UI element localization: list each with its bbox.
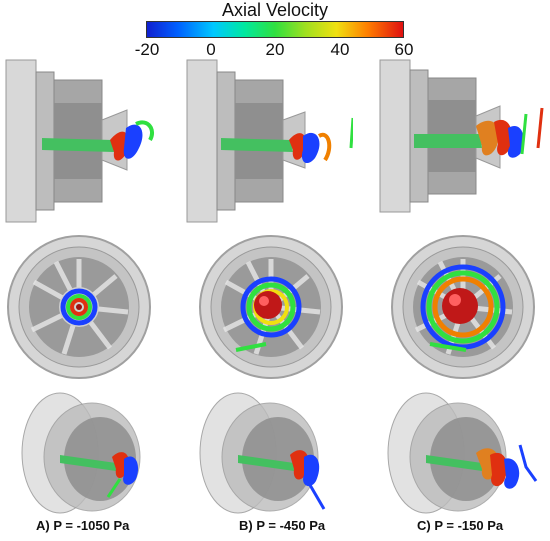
side-view-c	[379, 59, 544, 213]
colorbar-tick: -20	[134, 40, 160, 59]
colorbar	[146, 21, 404, 38]
iso-view-a	[21, 392, 141, 514]
caption-b: B) P = -450 Pa	[239, 518, 326, 533]
side-view-a	[5, 59, 155, 223]
front-view-b	[199, 235, 343, 379]
front-view-a	[7, 235, 151, 379]
front-view-c	[391, 235, 535, 379]
colorbar-tick: 40	[330, 40, 350, 59]
colorbar-title: Axial Velocity	[221, 0, 329, 20]
colorbar-tick: 60	[394, 40, 414, 59]
side-view-b	[186, 59, 353, 223]
iso-view-c	[387, 392, 538, 514]
iso-view-b	[199, 392, 326, 514]
caption-c: C) P = -150 Pa	[417, 518, 504, 533]
colorbar-tick: 0	[206, 40, 216, 59]
caption-a: A) P = -1050 Pa	[36, 518, 130, 533]
colorbar-tick: 20	[265, 40, 285, 59]
